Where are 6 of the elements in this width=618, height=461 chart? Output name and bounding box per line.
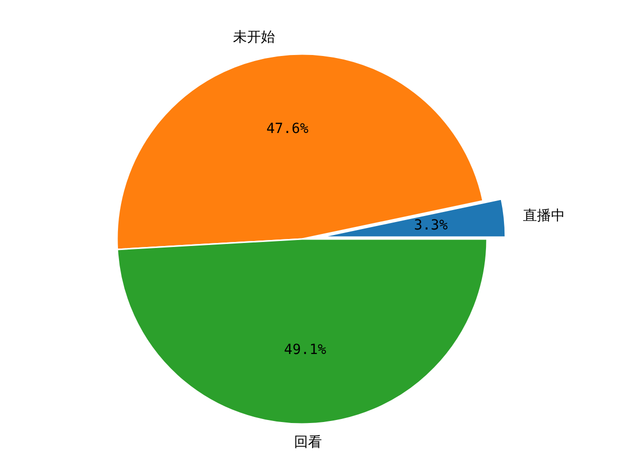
slice-label: 直播中 <box>522 208 565 224</box>
slice-label: 未开始 <box>233 29 276 46</box>
data-label: 47.6% <box>266 120 310 137</box>
data-label: 49.1% <box>284 342 327 358</box>
data-label: 3.3% <box>414 218 448 234</box>
slice-label: 回看 <box>294 434 322 450</box>
